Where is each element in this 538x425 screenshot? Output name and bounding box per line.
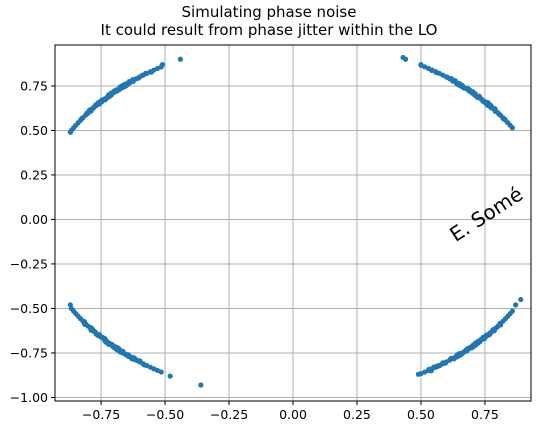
y-tick-label: −0.75	[10, 345, 48, 360]
scatter-point	[198, 382, 204, 388]
scatter-point	[509, 308, 515, 314]
scatter-point	[158, 369, 164, 375]
y-tick-label: 0.25	[20, 167, 48, 182]
y-tick-label: 0.00	[20, 212, 48, 227]
x-tick-label: −0.25	[210, 407, 248, 422]
scatter-points	[67, 54, 524, 388]
scatter-point	[428, 368, 434, 374]
scatter-point	[67, 302, 73, 308]
y-axis: −1.00 −0.75 −0.50 −0.25 0.00 0.25 0.50 0.75	[10, 78, 55, 405]
x-tick-label: 0.50	[407, 407, 435, 422]
y-tick-label: 0.50	[20, 123, 48, 138]
scatter-point	[513, 302, 519, 308]
scatter-point	[167, 373, 173, 379]
scatter-point	[418, 61, 424, 68]
chart-title-line2: It could result from phase jitter within…	[100, 21, 438, 39]
x-tick-label: 0.00	[279, 407, 307, 422]
scatter-point	[159, 61, 166, 68]
x-tick-label: 0.75	[471, 407, 499, 422]
scatter-point	[400, 54, 406, 61]
scatter-point	[67, 129, 73, 135]
scatter-point	[415, 371, 421, 377]
x-tick-label: −0.75	[82, 407, 120, 422]
y-tick-label: 0.75	[20, 78, 48, 93]
grid	[55, 45, 531, 401]
x-axis: −0.75 −0.50 −0.25 0.00 0.25 0.50 0.75	[82, 401, 499, 422]
x-tick-label: −0.50	[146, 407, 184, 422]
scatter-point	[177, 56, 183, 62]
y-tick-label: −0.25	[10, 256, 48, 271]
x-tick-label: 0.25	[343, 407, 371, 422]
chart-title-line1: Simulating phase noise	[181, 3, 357, 21]
watermark-text: E. Somé	[445, 182, 527, 247]
y-tick-label: −1.00	[10, 390, 48, 405]
y-tick-label: −0.50	[10, 301, 48, 316]
scatter-point	[518, 296, 524, 303]
